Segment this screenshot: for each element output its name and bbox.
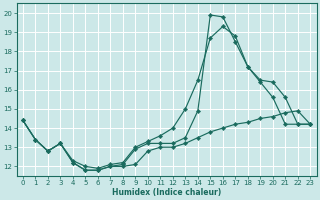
X-axis label: Humidex (Indice chaleur): Humidex (Indice chaleur) bbox=[112, 188, 221, 197]
